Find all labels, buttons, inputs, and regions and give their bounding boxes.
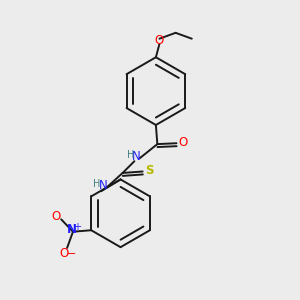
Text: O: O	[51, 210, 61, 223]
Text: O: O	[178, 136, 188, 148]
Text: O: O	[155, 34, 164, 47]
Text: O: O	[59, 247, 69, 260]
Text: H: H	[127, 150, 134, 160]
Text: H: H	[93, 179, 101, 189]
Text: N: N	[132, 150, 140, 163]
Text: S: S	[145, 164, 153, 177]
Text: N: N	[67, 224, 76, 236]
Text: −: −	[67, 249, 76, 260]
Text: N: N	[98, 179, 107, 192]
Text: +: +	[74, 222, 81, 232]
